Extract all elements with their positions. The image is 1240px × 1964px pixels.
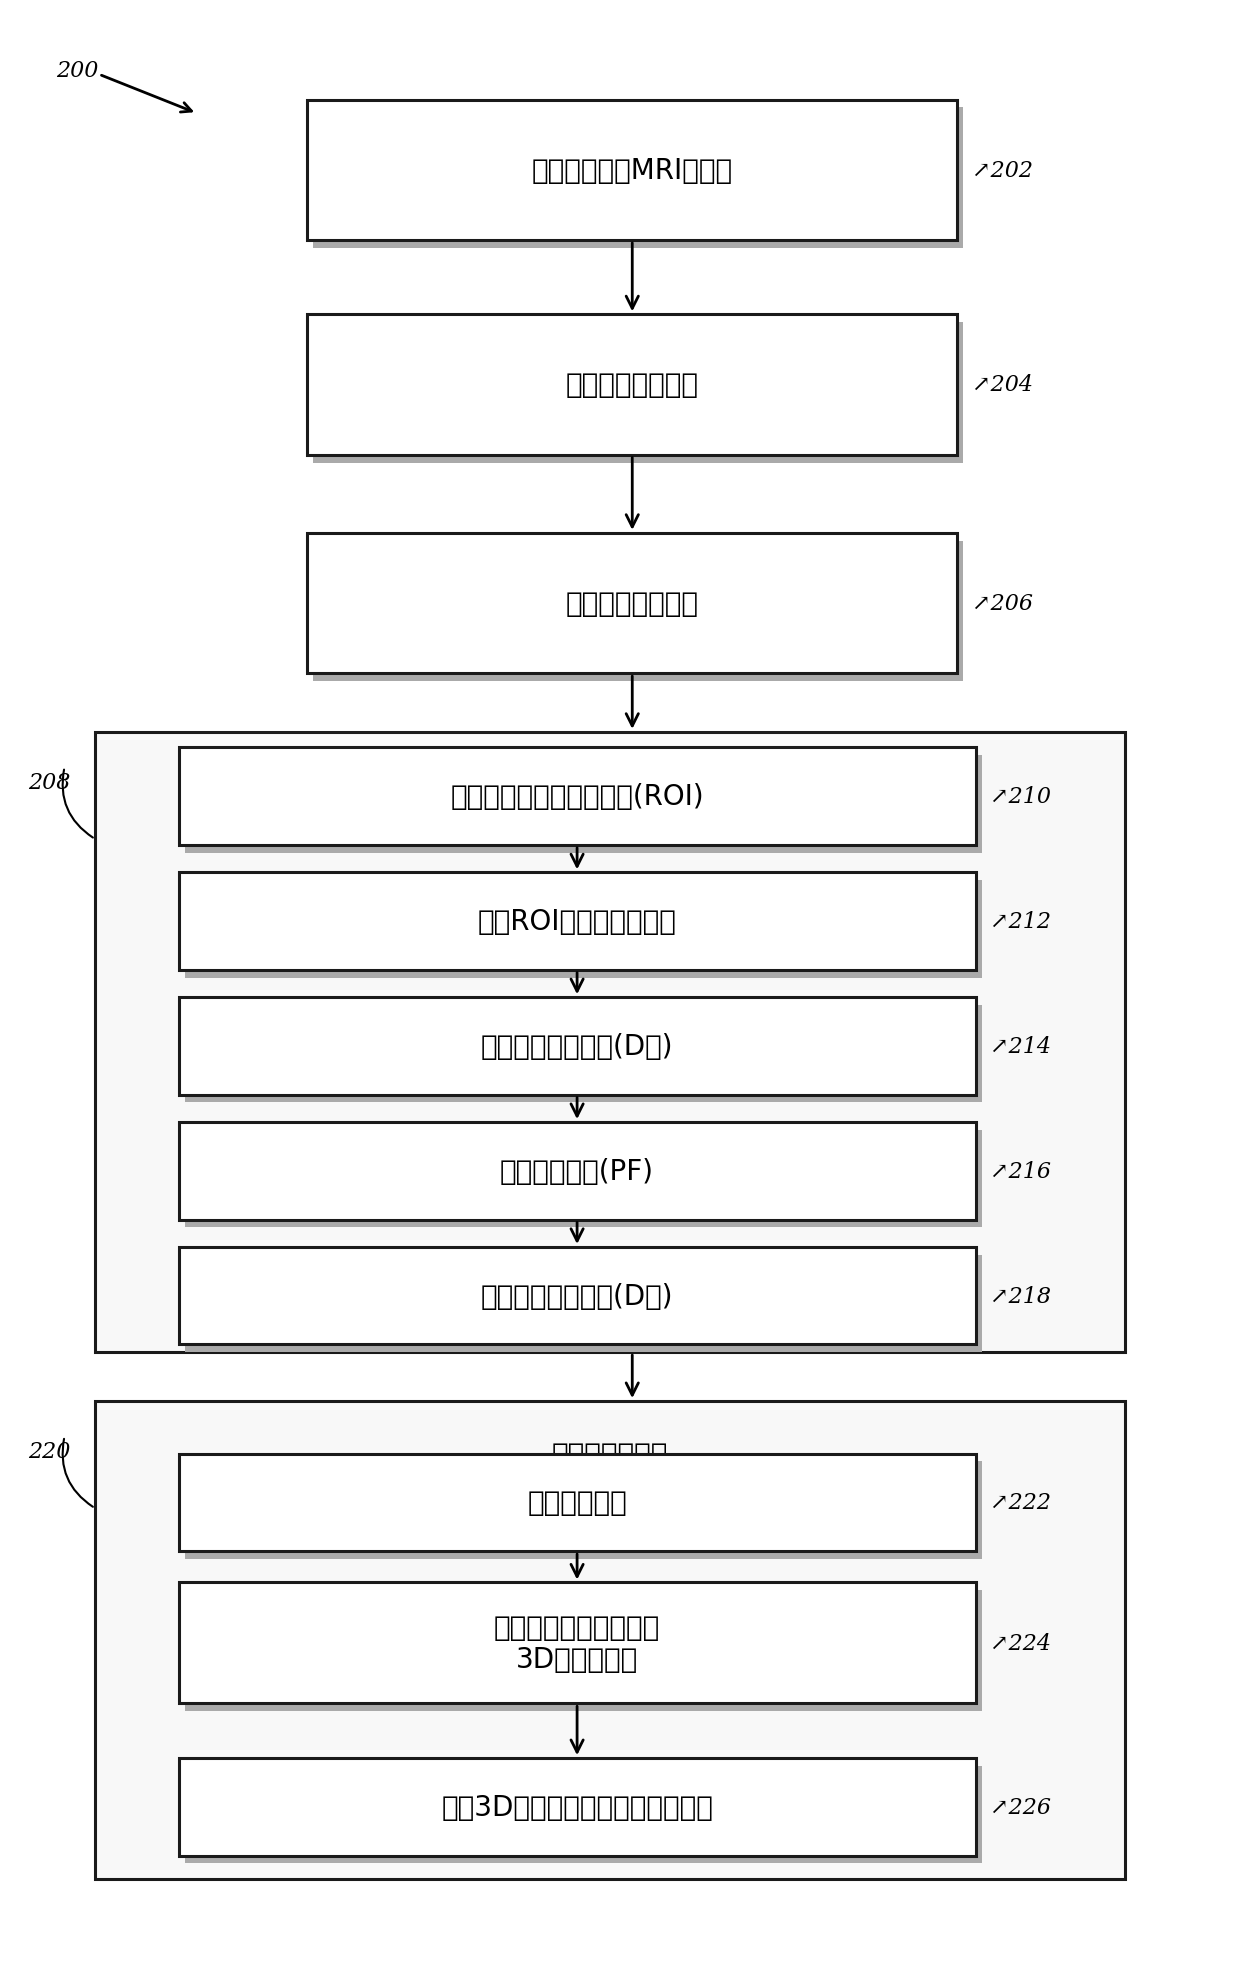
Text: ↗212: ↗212 bbox=[991, 911, 1052, 933]
Text: 确定ROI的平均信号强度: 确定ROI的平均信号强度 bbox=[477, 907, 677, 935]
Bar bbox=[179, 1121, 976, 1220]
Text: 200: 200 bbox=[56, 59, 98, 82]
Text: 208: 208 bbox=[27, 772, 71, 793]
Text: ↗224: ↗224 bbox=[991, 1632, 1052, 1654]
Bar bbox=[179, 748, 976, 845]
Text: 确定组织的状态: 确定组织的状态 bbox=[552, 1440, 668, 1469]
Bar bbox=[179, 1247, 976, 1345]
Bar bbox=[185, 1255, 982, 1353]
Text: ↗202: ↗202 bbox=[972, 159, 1033, 183]
Bar bbox=[185, 1006, 982, 1104]
Bar bbox=[308, 534, 957, 674]
Bar bbox=[179, 872, 976, 970]
Text: 施加预备脉冲序列: 施加预备脉冲序列 bbox=[565, 371, 699, 399]
Text: 将参数归一化: 将参数归一化 bbox=[527, 1489, 627, 1516]
Text: 将患者安排在MRI装置内: 将患者安排在MRI装置内 bbox=[532, 157, 733, 185]
Bar bbox=[185, 756, 982, 852]
Bar bbox=[95, 1400, 1125, 1880]
Text: ↗214: ↗214 bbox=[991, 1035, 1052, 1057]
Bar bbox=[308, 314, 957, 456]
Bar bbox=[314, 322, 963, 464]
Bar bbox=[185, 1591, 982, 1711]
Bar bbox=[314, 108, 963, 249]
Text: ↗210: ↗210 bbox=[991, 786, 1052, 807]
Text: 施加数据获取序列: 施加数据获取序列 bbox=[565, 589, 699, 617]
Text: ↗206: ↗206 bbox=[972, 593, 1033, 615]
Text: ↗216: ↗216 bbox=[991, 1161, 1052, 1182]
Bar bbox=[185, 880, 982, 978]
Bar bbox=[179, 998, 976, 1096]
Bar bbox=[308, 100, 957, 242]
Text: ↗222: ↗222 bbox=[991, 1493, 1052, 1514]
Text: 选择一个或多个目标区域(ROI): 选择一个或多个目标区域(ROI) bbox=[450, 784, 704, 811]
Text: 220: 220 bbox=[27, 1440, 71, 1463]
Bar bbox=[95, 733, 1125, 1353]
Bar bbox=[179, 1583, 976, 1703]
Text: 估计灸注分数(PF): 估计灸注分数(PF) bbox=[500, 1157, 653, 1184]
Bar bbox=[179, 1758, 976, 1856]
Text: 将归一化的参数映射到
3D空间中的点: 将归一化的参数映射到 3D空间中的点 bbox=[494, 1612, 660, 1673]
Text: ↗226: ↗226 bbox=[991, 1795, 1052, 1819]
Bar bbox=[185, 1461, 982, 1559]
Bar bbox=[179, 1453, 976, 1552]
Bar bbox=[314, 542, 963, 682]
Bar bbox=[185, 1129, 982, 1228]
Text: 估计快速弥散参数(D快): 估计快速弥散参数(D快) bbox=[481, 1282, 673, 1310]
Bar bbox=[185, 1766, 982, 1864]
Text: ↗218: ↗218 bbox=[991, 1284, 1052, 1306]
Text: ↗204: ↗204 bbox=[972, 375, 1033, 397]
Text: 基于3D空间中的所述点将组织分类: 基于3D空间中的所述点将组织分类 bbox=[441, 1793, 713, 1821]
Text: 分析获取的数据以确定参数値: 分析获取的数据以确定参数値 bbox=[502, 772, 718, 799]
Text: 估计真实弥散参数(D慢): 估计真实弥散参数(D慢) bbox=[481, 1033, 673, 1061]
